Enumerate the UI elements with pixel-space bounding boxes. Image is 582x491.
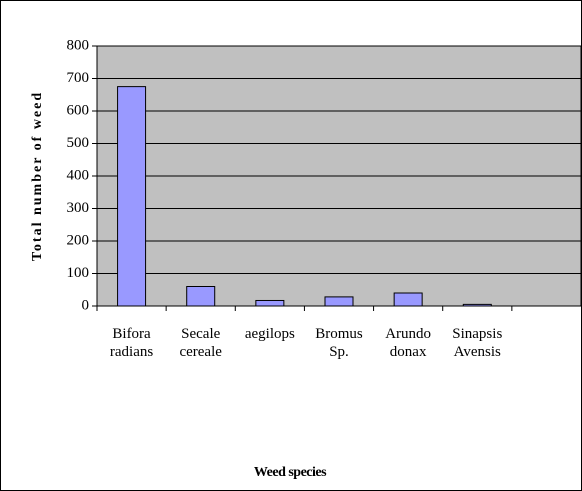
y-tick-label: 100 <box>67 265 90 281</box>
y-tick-label: 800 <box>67 37 90 53</box>
bar <box>324 296 354 307</box>
y-tick-label: 600 <box>67 102 90 118</box>
y-tick-label: 300 <box>67 200 90 216</box>
x-tick-label: aegilops <box>244 326 295 342</box>
bar <box>393 292 423 307</box>
x-tick-label: Bromus Sp. <box>315 326 363 360</box>
x-axis-label: Weed species <box>254 465 327 480</box>
x-tick-label: Arundo donax <box>385 326 432 360</box>
y-tick-label: 200 <box>67 232 90 248</box>
y-tick-label: 0 <box>82 297 90 313</box>
y-tick-label: 500 <box>67 135 90 151</box>
y-axis-label: Total number of weed <box>30 91 45 261</box>
x-tick-label: Secale cereale <box>179 326 222 360</box>
x-tick-label: Bifora radians <box>109 326 154 360</box>
bar <box>186 286 216 307</box>
x-tick-label: Sinapsis Avensis <box>452 326 503 360</box>
y-tick-label: 400 <box>67 167 90 183</box>
y-tick-label: 700 <box>67 70 90 86</box>
bar <box>255 299 285 307</box>
bar <box>117 86 147 307</box>
bar <box>462 303 492 307</box>
